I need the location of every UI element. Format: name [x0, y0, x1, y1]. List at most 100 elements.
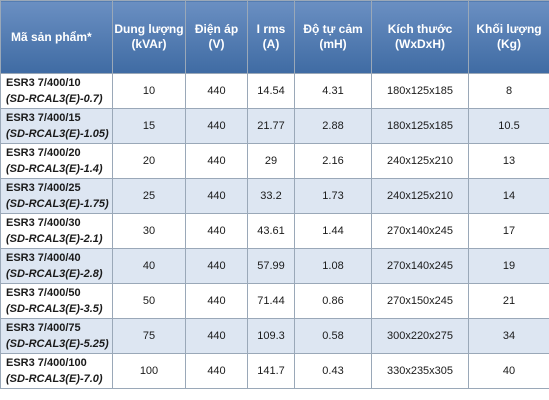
- model-name: ESR3 7/400/75: [6, 322, 81, 334]
- inductance-cell: 0.86: [294, 283, 372, 319]
- header-inductance-label: Độ tự cảm: [303, 22, 363, 36]
- header-weight: Khối lượng (Kg): [468, 0, 549, 74]
- capacity-cell: 50: [112, 283, 186, 319]
- voltage-cell: 440: [185, 248, 248, 284]
- model-cell: ESR3 7/400/10 (SD-RCAL3(E)-0.7): [0, 73, 113, 109]
- header-voltage: Điện áp (V): [185, 0, 248, 74]
- weight-cell: 17: [468, 213, 549, 249]
- table-row: ESR3 7/400/30 (SD-RCAL3(E)-2.1) 30 440 43…: [0, 213, 549, 249]
- inductance-cell: 2.16: [294, 143, 372, 179]
- header-model: Mã sản phẩm*: [0, 0, 113, 74]
- header-capacity: Dung lượng (kVAr): [112, 0, 186, 74]
- header-irms: I rms (A): [247, 0, 295, 74]
- weight-cell: 14: [468, 178, 549, 214]
- inductance-cell: 0.58: [294, 318, 372, 354]
- model-cell: ESR3 7/400/50 (SD-RCAL3(E)-3.5): [0, 283, 113, 319]
- capacity-cell: 100: [112, 353, 186, 389]
- size-cell: 180x125x185: [371, 73, 469, 109]
- voltage-cell: 440: [185, 318, 248, 354]
- model-cell: ESR3 7/400/75 (SD-RCAL3(E)-5.25): [0, 318, 113, 354]
- irms-cell: 33.2: [247, 178, 295, 214]
- size-cell: 330x235x305: [371, 353, 469, 389]
- table-row: ESR3 7/400/15 (SD-RCAL3(E)-1.05) 15 440 2…: [0, 108, 549, 144]
- weight-cell: 8: [468, 73, 549, 109]
- model-name: ESR3 7/400/50: [6, 287, 81, 299]
- model-name: ESR3 7/400/20: [6, 147, 81, 159]
- model-name: ESR3 7/400/15: [6, 112, 81, 124]
- model-code: (SD-RCAL3(E)-7.0): [6, 373, 103, 385]
- model-cell: ESR3 7/400/20 (SD-RCAL3(E)-1.4): [0, 143, 113, 179]
- model-code: (SD-RCAL3(E)-0.7): [6, 93, 103, 105]
- model-code: (SD-RCAL3(E)-1.75): [6, 198, 109, 210]
- model-code: (SD-RCAL3(E)-2.8): [6, 268, 103, 280]
- size-cell: 240x125x210: [371, 143, 469, 179]
- voltage-cell: 440: [185, 353, 248, 389]
- header-model-label: Mã sản phẩm*: [11, 29, 92, 44]
- weight-cell: 40: [468, 353, 549, 389]
- model-code: (SD-RCAL3(E)-3.5): [6, 303, 103, 315]
- voltage-cell: 440: [185, 143, 248, 179]
- model-code: (SD-RCAL3(E)-2.1): [6, 233, 103, 245]
- model-name: ESR3 7/400/25: [6, 182, 81, 194]
- table-row: ESR3 7/400/50 (SD-RCAL3(E)-3.5) 50 440 71…: [0, 283, 549, 319]
- capacity-cell: 20: [112, 143, 186, 179]
- irms-cell: 21.77: [247, 108, 295, 144]
- capacity-cell: 30: [112, 213, 186, 249]
- header-inductance-unit: (mH): [319, 37, 347, 51]
- table-row: ESR3 7/400/25 (SD-RCAL3(E)-1.75) 25 440 3…: [0, 178, 549, 214]
- header-irms-label: I rms: [256, 22, 286, 36]
- header-row: Mã sản phẩm* Dung lượng (kVAr) Điện áp (…: [0, 0, 549, 74]
- spec-table: Mã sản phẩm* Dung lượng (kVAr) Điện áp (…: [0, 0, 549, 389]
- weight-cell: 10.5: [468, 108, 549, 144]
- voltage-cell: 440: [185, 178, 248, 214]
- irms-cell: 43.61: [247, 213, 295, 249]
- weight-cell: 21: [468, 283, 549, 319]
- header-inductance: Độ tự cảm (mH): [294, 0, 372, 74]
- inductance-cell: 1.73: [294, 178, 372, 214]
- capacity-cell: 40: [112, 248, 186, 284]
- model-name: ESR3 7/400/30: [6, 217, 81, 229]
- header-capacity-label: Dung lượng: [114, 22, 184, 36]
- irms-cell: 109.3: [247, 318, 295, 354]
- size-cell: 270x150x245: [371, 283, 469, 319]
- model-cell: ESR3 7/400/30 (SD-RCAL3(E)-2.1): [0, 213, 113, 249]
- model-code: (SD-RCAL3(E)-1.4): [6, 163, 103, 175]
- size-cell: 270x140x245: [371, 248, 469, 284]
- size-cell: 180x125x185: [371, 108, 469, 144]
- voltage-cell: 440: [185, 283, 248, 319]
- table-row: ESR3 7/400/100 (SD-RCAL3(E)-7.0) 100 440 …: [0, 353, 549, 389]
- capacity-cell: 10: [112, 73, 186, 109]
- inductance-cell: 2.88: [294, 108, 372, 144]
- header-size-unit: (WxDxH): [395, 37, 445, 51]
- irms-cell: 29: [247, 143, 295, 179]
- header-weight-label: Khối lượng: [476, 22, 542, 36]
- header-capacity-unit: (kVAr): [131, 37, 167, 51]
- model-cell: ESR3 7/400/25 (SD-RCAL3(E)-1.75): [0, 178, 113, 214]
- model-name: ESR3 7/400/10: [6, 77, 81, 89]
- model-name: ESR3 7/400/40: [6, 252, 81, 264]
- inductance-cell: 1.44: [294, 213, 372, 249]
- model-name: ESR3 7/400/100: [6, 357, 87, 369]
- weight-cell: 34: [468, 318, 549, 354]
- voltage-cell: 440: [185, 73, 248, 109]
- irms-cell: 141.7: [247, 353, 295, 389]
- header-size-label: Kích thước: [387, 22, 453, 36]
- irms-cell: 57.99: [247, 248, 295, 284]
- capacity-cell: 15: [112, 108, 186, 144]
- inductance-cell: 1.08: [294, 248, 372, 284]
- model-code: (SD-RCAL3(E)-5.25): [6, 338, 109, 350]
- table-row: ESR3 7/400/75 (SD-RCAL3(E)-5.25) 75 440 1…: [0, 318, 549, 354]
- size-cell: 270x140x245: [371, 213, 469, 249]
- model-cell: ESR3 7/400/40 (SD-RCAL3(E)-2.8): [0, 248, 113, 284]
- irms-cell: 14.54: [247, 73, 295, 109]
- voltage-cell: 440: [185, 213, 248, 249]
- table-row: ESR3 7/400/40 (SD-RCAL3(E)-2.8) 40 440 57…: [0, 248, 549, 284]
- inductance-cell: 4.31: [294, 73, 372, 109]
- capacity-cell: 75: [112, 318, 186, 354]
- header-weight-unit: (Kg): [497, 37, 521, 51]
- model-code: (SD-RCAL3(E)-1.05): [6, 128, 109, 140]
- voltage-cell: 440: [185, 108, 248, 144]
- size-cell: 240x125x210: [371, 178, 469, 214]
- model-cell: ESR3 7/400/100 (SD-RCAL3(E)-7.0): [0, 353, 113, 389]
- size-cell: 300x220x275: [371, 318, 469, 354]
